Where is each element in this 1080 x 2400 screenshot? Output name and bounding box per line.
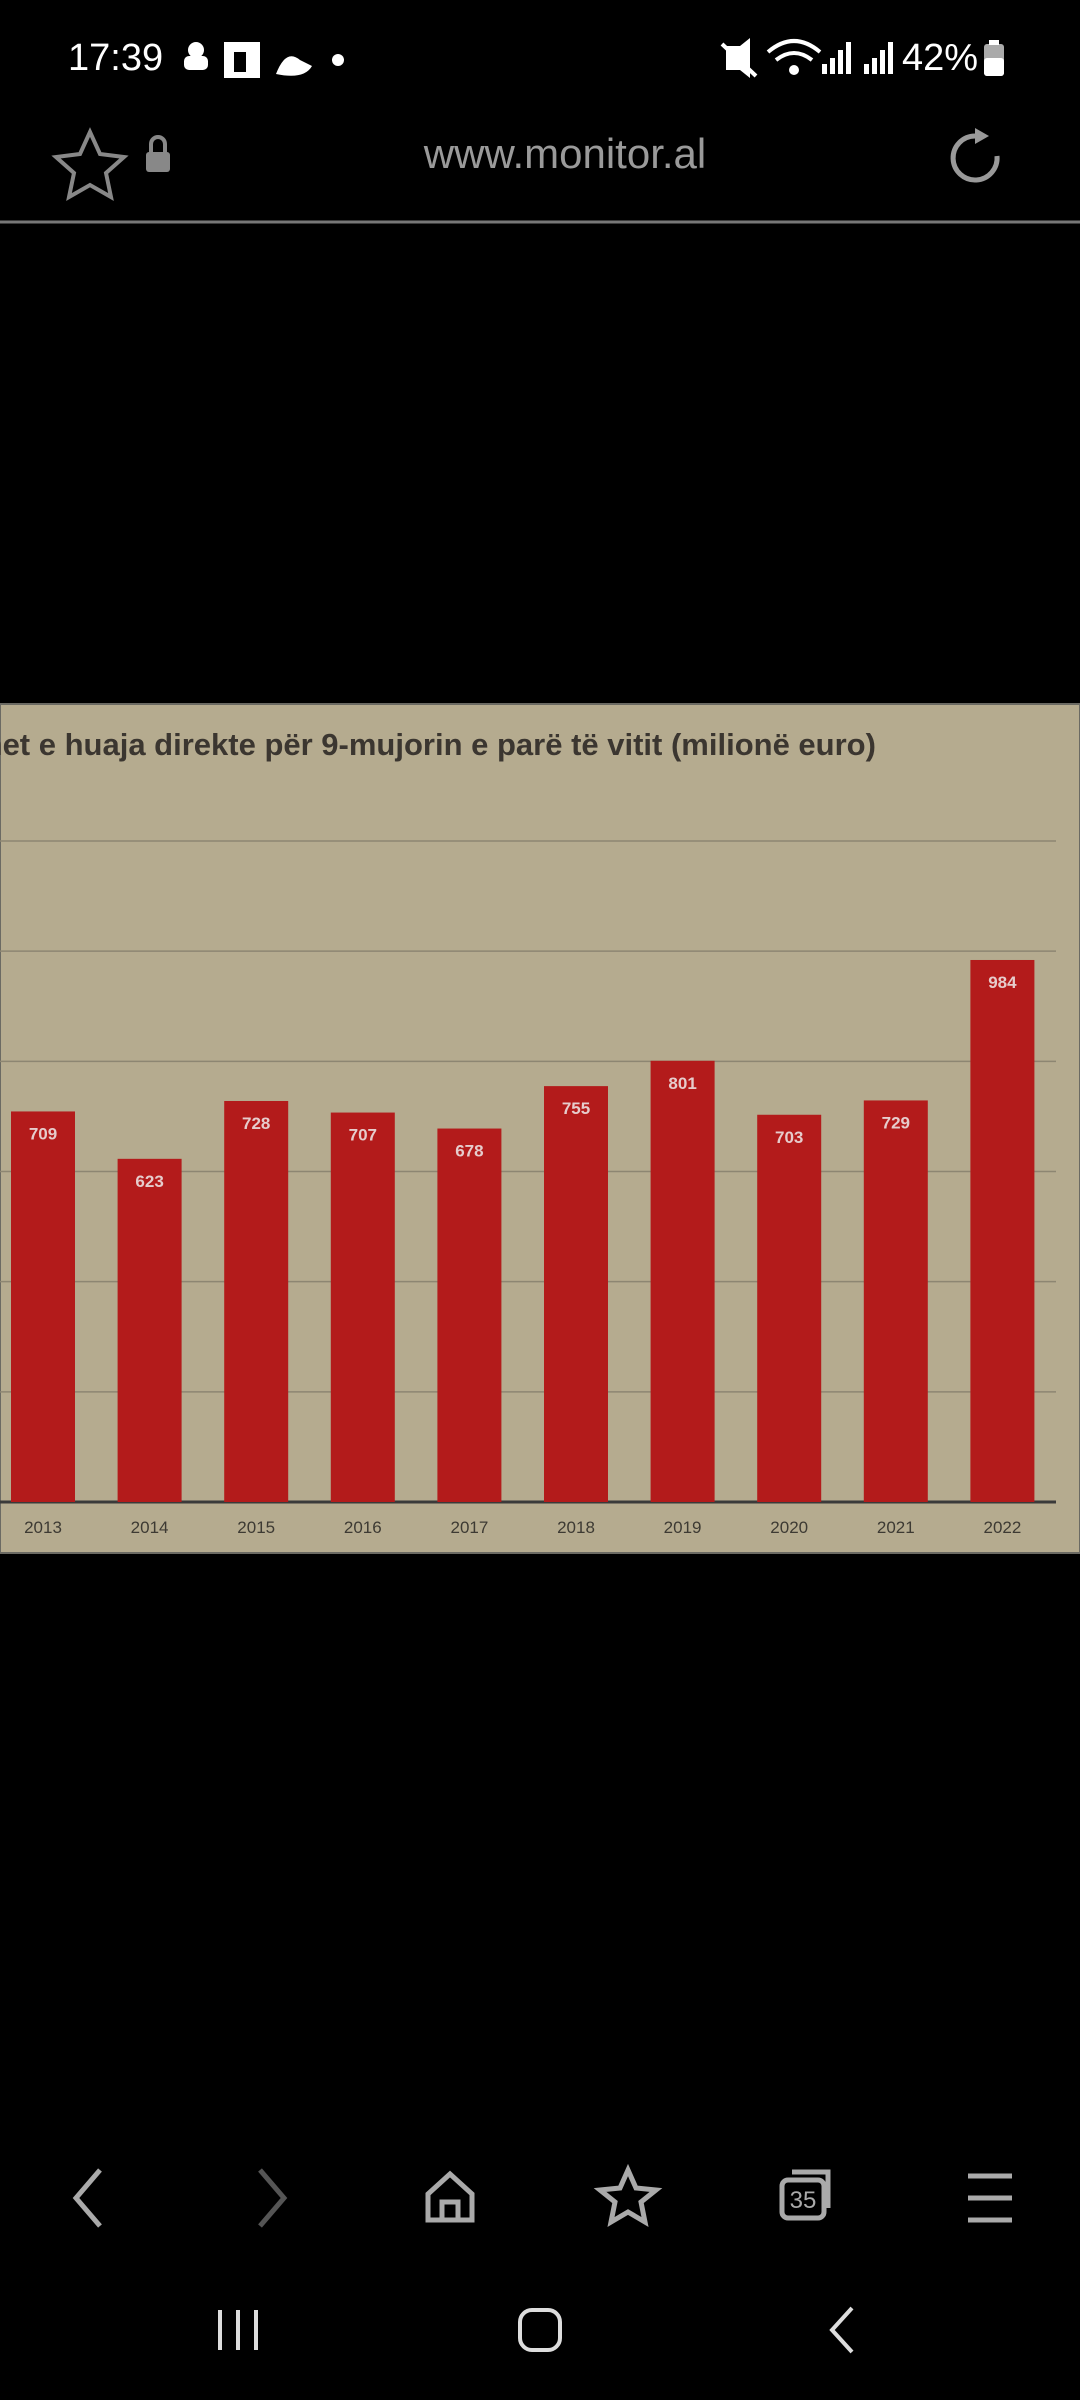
tabs[interactable] — [779, 2177, 827, 2221]
bar — [224, 1100, 289, 1502]
bar — [970, 959, 1035, 1502]
bar — [650, 1060, 715, 1502]
recents[interactable] — [218, 2310, 258, 2350]
tab-count: 35 — [790, 2187, 817, 2214]
battery-percent: 42% — [902, 37, 978, 79]
x-tick-label: 2019 — [664, 1518, 702, 1537]
value-label: 623 — [135, 1172, 163, 1191]
bar — [11, 1111, 75, 1502]
menu[interactable] — [968, 2173, 1012, 2223]
x-tick-label: 2021 — [877, 1518, 915, 1537]
value-label: 801 — [668, 1074, 696, 1093]
status-time: 17:39 — [68, 37, 163, 79]
system-nav — [218, 2306, 854, 2354]
reload-arrow — [975, 128, 989, 144]
x-tick-label: 2016 — [344, 1518, 382, 1537]
bar — [117, 1158, 182, 1502]
reload[interactable] — [950, 133, 1000, 183]
home[interactable] — [425, 2170, 475, 2223]
value-label: 707 — [349, 1126, 377, 1145]
forward[interactable] — [258, 2168, 288, 2228]
browser-nav — [72, 2163, 1012, 2228]
value-label: 728 — [242, 1114, 270, 1133]
home-button[interactable] — [518, 2308, 562, 2352]
x-tick-label: 2020 — [770, 1518, 808, 1537]
system-back[interactable] — [829, 2306, 854, 2354]
value-label: 729 — [882, 1113, 910, 1132]
x-tick-label: 2015 — [237, 1518, 275, 1537]
lock-icon — [146, 135, 170, 172]
title-box: timet e huaja direkte për 9-mujorin e pa… — [0, 727, 876, 762]
bar — [863, 1100, 928, 1502]
value-label: 678 — [455, 1142, 483, 1161]
bar — [330, 1112, 395, 1502]
x-tick-label: 2018 — [557, 1518, 595, 1537]
value-label: 709 — [29, 1124, 57, 1143]
x-tick-label: 2022 — [983, 1518, 1021, 1537]
url[interactable]: www.monitor.al — [423, 130, 706, 177]
bar — [757, 1114, 822, 1502]
status-icons — [184, 38, 1004, 78]
back[interactable] — [72, 2168, 102, 2228]
bookmarks[interactable] — [593, 2163, 663, 2227]
value-label: 703 — [775, 1128, 803, 1147]
x-tick-label: 2013 — [24, 1518, 62, 1537]
x-tick-label: 2017 — [450, 1518, 488, 1537]
bar — [544, 1086, 608, 1502]
bar — [437, 1128, 502, 1502]
x-tick-label: 2014 — [131, 1518, 169, 1537]
value-label: 984 — [988, 973, 1017, 992]
value-label: 755 — [562, 1099, 590, 1118]
chart-title: timet e huaja direkte për 9-mujorin e pa… — [0, 727, 876, 762]
chart: timet e huaja direkte për 9-mujorin e pa… — [0, 703, 1080, 1554]
bookmark-star[interactable] — [51, 127, 129, 201]
